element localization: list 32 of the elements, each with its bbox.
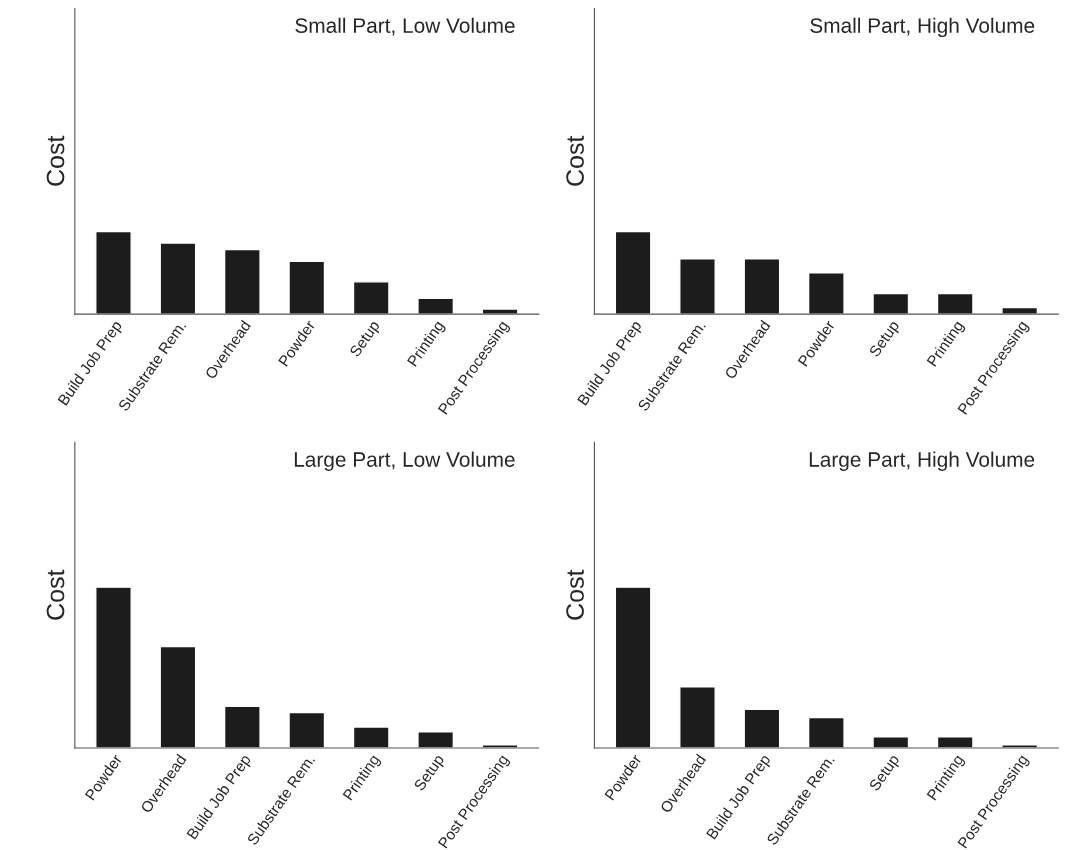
chart-title: Large Part, High Volume bbox=[809, 451, 1035, 472]
bar bbox=[679, 258, 716, 315]
bar bbox=[223, 248, 261, 315]
y-axis-title: Cost bbox=[46, 135, 65, 186]
chart-title: Large Part, Low Volume bbox=[294, 451, 515, 472]
y-axis-title: Cost bbox=[566, 569, 584, 620]
bar bbox=[95, 586, 132, 748]
bar bbox=[614, 230, 652, 315]
bar bbox=[159, 645, 197, 748]
bar bbox=[95, 230, 132, 315]
bar bbox=[872, 292, 910, 315]
chart-title: Small Part, Low Volume bbox=[295, 17, 515, 36]
bar bbox=[159, 242, 197, 315]
bar bbox=[417, 297, 455, 315]
y-axis-title: Cost bbox=[566, 135, 584, 186]
bar bbox=[288, 260, 326, 315]
bar bbox=[417, 731, 455, 748]
bar bbox=[743, 258, 781, 315]
bar bbox=[807, 716, 845, 748]
bar bbox=[288, 711, 326, 748]
bar bbox=[614, 586, 652, 748]
chart-title: Small Part, High Volume bbox=[810, 17, 1035, 38]
bar bbox=[936, 736, 974, 748]
bar bbox=[352, 281, 390, 315]
bar bbox=[223, 705, 261, 748]
bar bbox=[936, 292, 974, 315]
bar bbox=[807, 272, 845, 315]
bar bbox=[679, 686, 716, 748]
bar bbox=[352, 726, 390, 748]
y-axis-title: Cost bbox=[46, 569, 65, 620]
bar bbox=[872, 736, 910, 748]
bar bbox=[743, 708, 781, 748]
